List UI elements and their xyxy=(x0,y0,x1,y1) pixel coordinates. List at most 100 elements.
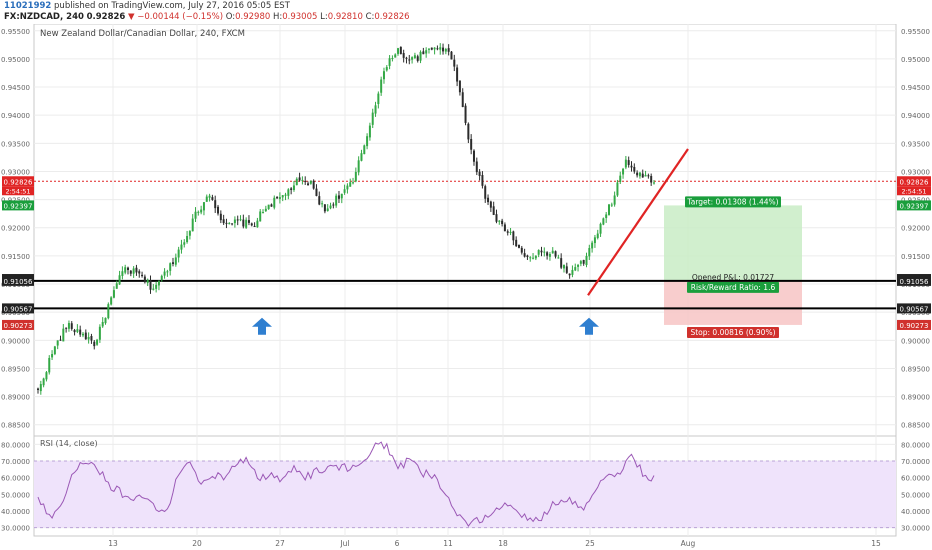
y-tick-label-right: 0.90000 xyxy=(901,337,930,345)
candle-body xyxy=(394,54,397,58)
y-tick-label-left: 0.92000 xyxy=(1,225,30,233)
publish-line: 11021992 published on TradingView.com, J… xyxy=(4,1,290,11)
stop-label: Stop: 0.00816 (0.90%) xyxy=(690,328,775,337)
candle-body xyxy=(194,211,197,219)
candle-body xyxy=(318,196,321,205)
candle-body xyxy=(163,271,166,276)
price-label-left: 0.90567 xyxy=(4,305,33,313)
y-tick-label-left: 0.89000 xyxy=(1,394,30,402)
candle-body xyxy=(321,203,324,205)
candle-body xyxy=(470,138,473,150)
up-arrow-icon xyxy=(579,317,599,335)
candle-body xyxy=(349,182,352,187)
candle-body xyxy=(346,185,349,190)
symbol-label: FX:NZDCAD, 240 xyxy=(4,12,84,22)
y-tick-label-right: 0.92000 xyxy=(901,225,930,233)
candle-body xyxy=(253,225,256,227)
candle-body xyxy=(90,336,93,341)
candle-body xyxy=(292,185,295,190)
candle-body xyxy=(456,67,459,82)
candle-body xyxy=(48,357,51,373)
x-tick-label: 13 xyxy=(108,539,118,548)
long-position-tool[interactable]: Target: 0.01308 (1.44%) Opened P&L: 0.017… xyxy=(664,196,802,338)
candle-body xyxy=(110,297,113,305)
y-tick-label-right: 0.94500 xyxy=(901,84,930,92)
candle-body xyxy=(304,180,307,183)
candle-body xyxy=(169,263,172,271)
price-label-bg xyxy=(897,200,931,211)
candle-body xyxy=(644,174,647,177)
y-tick-label-right: 0.89500 xyxy=(901,365,930,373)
rsi-indicator[interactable] xyxy=(34,441,896,529)
candle-body xyxy=(464,105,467,123)
annotations[interactable] xyxy=(252,148,689,335)
candle-body xyxy=(523,253,526,257)
candle-body xyxy=(630,165,633,168)
candle-body xyxy=(596,233,599,239)
candle-body xyxy=(39,384,42,392)
candle-body xyxy=(259,211,262,222)
candle-body xyxy=(352,182,355,184)
y-tick-label-right: 0.91500 xyxy=(901,253,930,261)
candle-body xyxy=(343,189,346,193)
candle-body xyxy=(37,388,39,390)
candle-body xyxy=(484,186,487,199)
candle-body xyxy=(267,204,270,210)
author-link[interactable]: 11021992 xyxy=(4,1,52,11)
candle-body xyxy=(262,212,265,214)
candle-body xyxy=(79,329,82,335)
high-label: H: xyxy=(272,12,283,22)
candle-body xyxy=(557,257,560,259)
candle-body xyxy=(67,323,70,329)
candle-body xyxy=(101,321,104,327)
candle-body xyxy=(281,195,284,198)
price-chart[interactable]: 0.95500 0.95500 0.95000 0.95000 0.94500 0.945… xyxy=(0,24,932,550)
candle-body xyxy=(430,47,433,50)
candle-body xyxy=(579,261,582,264)
candle-body xyxy=(481,175,484,186)
candle-body xyxy=(112,290,115,298)
candle-body xyxy=(360,153,363,161)
candle-body xyxy=(129,270,132,274)
candle-body xyxy=(278,197,281,199)
candle-body xyxy=(411,57,414,60)
y-tick-label-left: 0.95000 xyxy=(1,56,30,64)
support-lines[interactable] xyxy=(34,180,896,310)
candle-body xyxy=(337,195,340,199)
candle-body xyxy=(436,48,439,50)
candles[interactable] xyxy=(37,43,655,395)
candle-body xyxy=(219,213,222,221)
price-label: 0.90567 xyxy=(900,305,929,313)
price-change: −0.00144 (−0.15%) xyxy=(137,12,224,22)
candle-body xyxy=(166,271,169,273)
candle-body xyxy=(543,251,546,253)
y-tick-label-right: 0.89000 xyxy=(901,394,930,402)
y-tick-label-left: 0.93000 xyxy=(1,168,30,176)
candle-body xyxy=(315,188,318,196)
candle-body xyxy=(613,195,616,205)
candle-body xyxy=(585,255,588,266)
y-tick-label-left: 0.94500 xyxy=(1,84,30,92)
x-tick-label: Aug xyxy=(681,539,696,548)
candle-body xyxy=(301,179,304,181)
candle-body xyxy=(650,176,653,183)
rsi-tick-label-left: 80.0000 xyxy=(1,441,30,449)
candle-body xyxy=(104,317,107,324)
candle-body xyxy=(641,173,644,178)
candle-body xyxy=(264,208,267,212)
candle-body xyxy=(326,208,329,212)
candle-body xyxy=(157,281,160,286)
rsi-band xyxy=(34,461,896,528)
candle-body xyxy=(562,265,565,269)
candle-body xyxy=(391,58,394,60)
candle-body xyxy=(357,160,360,173)
candle-body xyxy=(439,47,442,50)
candle-body xyxy=(402,52,405,58)
candle-body xyxy=(636,172,639,176)
candle-body xyxy=(371,112,374,125)
time-axis[interactable]: 13 20 27 Jul 6 11 18 25 Aug 15 xyxy=(108,539,881,548)
price-label-left-bg xyxy=(2,319,34,330)
candle-body xyxy=(422,51,425,55)
candle-body xyxy=(354,171,357,182)
candle-body xyxy=(152,288,155,290)
